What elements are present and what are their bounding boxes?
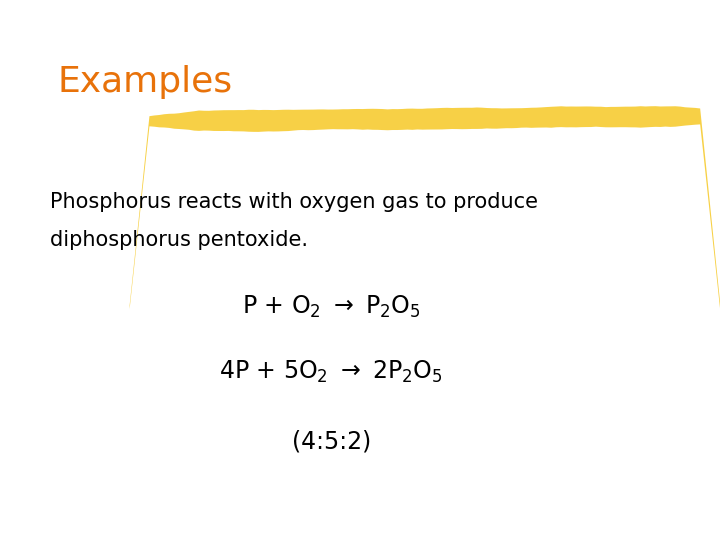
Text: P + O$_2$ $\rightarrow$ P$_2$O$_5$: P + O$_2$ $\rightarrow$ P$_2$O$_5$ xyxy=(242,294,420,321)
Text: (4:5:2): (4:5:2) xyxy=(292,429,371,453)
Text: diphosphorus pentoxide.: diphosphorus pentoxide. xyxy=(50,230,308,249)
Polygon shape xyxy=(130,106,720,309)
Text: Examples: Examples xyxy=(58,65,233,99)
Text: 4P + 5O$_2$ $\rightarrow$ 2P$_2$O$_5$: 4P + 5O$_2$ $\rightarrow$ 2P$_2$O$_5$ xyxy=(220,359,443,386)
Text: Phosphorus reacts with oxygen gas to produce: Phosphorus reacts with oxygen gas to pro… xyxy=(50,192,539,212)
